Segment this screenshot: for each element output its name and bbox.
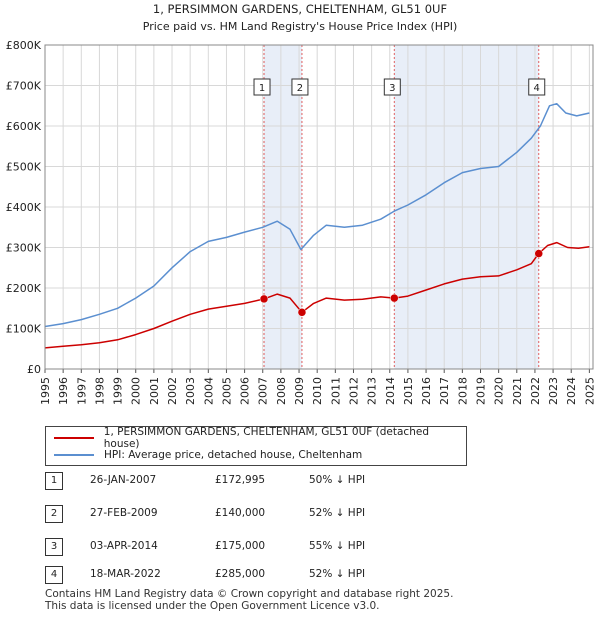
x-tick-label: 2020 xyxy=(493,377,506,405)
sale-point xyxy=(259,294,269,304)
y-tick-label: £300K xyxy=(6,242,42,255)
sale-date: 03-APR-2014 xyxy=(90,540,158,552)
legend-swatch-property xyxy=(54,437,94,439)
y-tick-label: £100K xyxy=(6,323,42,336)
chart-title: 1, PERSIMMON GARDENS, CHELTENHAM, GL51 0… xyxy=(153,2,447,16)
x-tick-label: 2000 xyxy=(130,377,143,405)
sale-row: 2 27-FEB-2009 £140,000 52% ↓ HPI xyxy=(45,505,445,525)
price-chart: 1, PERSIMMON GARDENS, CHELTENHAM, GL51 0… xyxy=(6,2,597,405)
legend-label-hpi: HPI: Average price, detached house, Chel… xyxy=(104,449,363,461)
property-price-line xyxy=(44,241,590,349)
sale-marker-badge xyxy=(383,78,401,96)
footer-notice: Contains HM Land Registry data © Crown c… xyxy=(45,588,453,612)
sale-price: £285,000 xyxy=(215,568,266,580)
sale-price: £175,000 xyxy=(215,540,266,552)
x-tick-label: 2008 xyxy=(275,377,288,405)
x-tick-label: 2009 xyxy=(293,377,306,405)
sale-point xyxy=(297,308,307,317)
x-tick-label: 2010 xyxy=(311,377,324,405)
sale-price: £140,000 xyxy=(215,507,266,519)
footer-line-copyright: Contains HM Land Registry data © Crown c… xyxy=(45,588,454,600)
sale-price: £172,995 xyxy=(215,474,266,486)
x-tick-label: 2005 xyxy=(220,377,233,405)
plot-frame xyxy=(44,44,594,370)
legend-item-hpi: HPI: Average price, detached house, Chel… xyxy=(54,447,362,463)
footer-line-licence: This data is licensed under the Open Gov… xyxy=(45,600,380,612)
x-tick-label: 2003 xyxy=(184,377,197,405)
legend-item-property: 1, PERSIMMON GARDENS, CHELTENHAM, GL51 0… xyxy=(54,426,466,450)
y-tick-label: £800K xyxy=(6,39,42,52)
y-tick-label: £500K xyxy=(6,161,42,174)
x-tick-label: 2021 xyxy=(511,377,524,405)
sale-marker-badge xyxy=(528,78,546,96)
x-tick-label: 1998 xyxy=(93,377,106,405)
y-tick-label: £700K xyxy=(6,80,42,93)
x-tick-label: 2004 xyxy=(202,377,215,405)
sale-date: 18-MAR-2022 xyxy=(90,568,161,580)
sale-number-badge: 2 xyxy=(45,505,63,523)
x-tick-label: 1996 xyxy=(57,377,70,405)
x-tick-label: 2013 xyxy=(366,377,379,405)
x-tick-label: 1995 xyxy=(39,377,52,405)
sale-hpi-diff: 52% ↓ HPI xyxy=(309,507,366,519)
x-tick-label: 2019 xyxy=(474,377,487,405)
x-tick-label: 2018 xyxy=(456,377,469,405)
sale-number-badge: 1 xyxy=(45,472,63,490)
sale-hpi-diff: 52% ↓ HPI xyxy=(309,568,366,580)
x-tick-label: 2024 xyxy=(565,377,578,405)
sale-marker-label: 2 xyxy=(297,83,303,94)
chart-subtitle: Price paid vs. HM Land Registry's House … xyxy=(143,20,458,33)
y-tick-label: £0 xyxy=(27,363,41,376)
sale-row: 4 18-MAR-2022 £285,000 52% ↓ HPI xyxy=(45,566,445,586)
sale-date: 27-FEB-2009 xyxy=(90,507,158,519)
x-tick-label: 2011 xyxy=(329,377,342,405)
sale-number-badge: 4 xyxy=(45,566,63,584)
sale-marker-badge xyxy=(291,78,309,96)
x-tick-label: 2007 xyxy=(257,377,270,405)
sale-hpi-diff: 55% ↓ HPI xyxy=(309,540,366,552)
x-tick-label: 2012 xyxy=(347,377,360,405)
x-tick-label: 2016 xyxy=(420,377,433,405)
y-tick-label: £600K xyxy=(6,120,42,133)
legend-swatch-hpi xyxy=(54,454,94,456)
x-tick-label: 2014 xyxy=(384,377,397,405)
sale-hpi-diff: 50% ↓ HPI xyxy=(309,474,366,486)
x-tick-label: 2023 xyxy=(547,377,560,405)
y-tick-label: £400K xyxy=(6,201,42,214)
sale-date: 26-JAN-2007 xyxy=(90,474,157,486)
sale-marker-badge xyxy=(253,78,271,96)
x-tick-label: 2015 xyxy=(402,377,415,405)
sale-marker-label: 3 xyxy=(389,83,395,94)
x-tick-label: 1999 xyxy=(112,377,125,405)
sale-number-badge: 3 xyxy=(45,538,63,556)
sale-point xyxy=(390,293,399,303)
sale-row: 1 26-JAN-2007 £172,995 50% ↓ HPI xyxy=(45,472,445,492)
sale-marker-label: 4 xyxy=(534,83,540,94)
y-tick-label: £200K xyxy=(6,282,42,295)
x-tick-label: 2022 xyxy=(529,377,542,405)
sale-point xyxy=(534,249,543,258)
x-tick-label: 1997 xyxy=(75,377,88,405)
sale-marker-label: 1 xyxy=(259,83,265,94)
hpi-line xyxy=(44,102,590,328)
x-tick-label: 2025 xyxy=(583,377,596,405)
sale-row: 3 03-APR-2014 £175,000 55% ↓ HPI xyxy=(45,538,445,558)
legend-label-property: 1, PERSIMMON GARDENS, CHELTENHAM, GL51 0… xyxy=(103,426,429,450)
legend: 1, PERSIMMON GARDENS, CHELTENHAM, GL51 0… xyxy=(45,426,467,466)
x-tick-label: 2017 xyxy=(438,377,451,405)
x-tick-label: 2001 xyxy=(148,377,161,405)
x-tick-label: 2002 xyxy=(166,377,179,405)
x-tick-label: 2006 xyxy=(239,377,252,405)
